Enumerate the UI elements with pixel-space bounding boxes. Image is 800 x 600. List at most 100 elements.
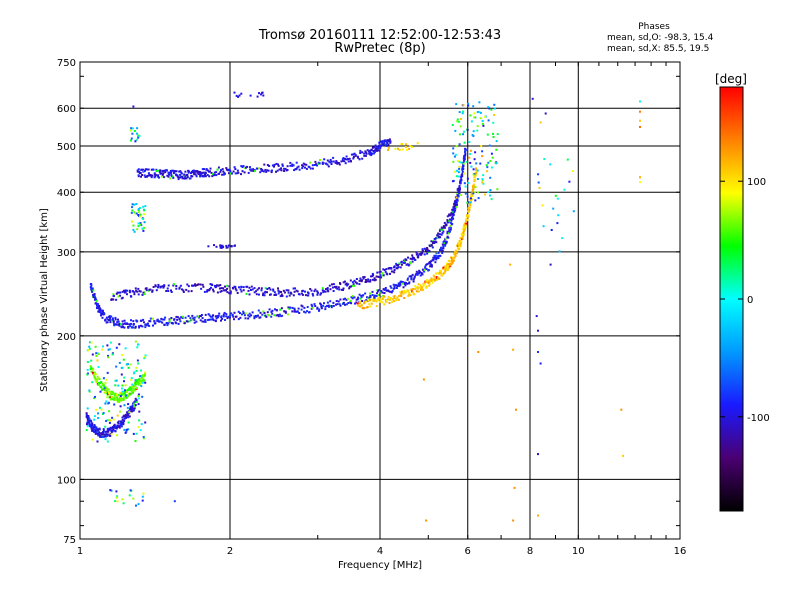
echo-point (104, 438, 107, 441)
echo-point (222, 170, 225, 173)
echo-point (132, 391, 134, 394)
echo-point (137, 134, 140, 137)
echo-point (495, 148, 498, 151)
echo-point (462, 231, 465, 234)
echo-point (168, 173, 170, 176)
echo-point (639, 110, 641, 113)
echo-point (98, 428, 101, 431)
echo-point (126, 323, 129, 325)
echo-point (226, 291, 229, 294)
echo-point (203, 320, 206, 323)
echo-point (462, 162, 465, 165)
echo-point (118, 426, 121, 429)
echo-point (400, 260, 403, 263)
echo-point (271, 169, 273, 172)
echo-point (396, 267, 399, 270)
echo-point (473, 185, 476, 188)
echo-point (166, 287, 169, 290)
echo-point (455, 196, 458, 199)
echo-point (380, 299, 383, 302)
echo-point (131, 404, 134, 407)
echo-point (413, 275, 416, 278)
echo-point (139, 381, 142, 384)
echo-point (128, 494, 131, 497)
echo-point (93, 424, 96, 427)
echo-point (462, 104, 465, 107)
echo-point (242, 312, 245, 315)
echo-point (132, 432, 135, 435)
echo-point (103, 385, 106, 388)
echo-point (138, 211, 141, 214)
echo-point (304, 294, 307, 297)
echo-point (372, 278, 374, 281)
echo-point (496, 133, 499, 136)
echo-point (182, 291, 185, 293)
echo-point (255, 293, 258, 296)
echo-point (344, 283, 347, 286)
echo-point (395, 299, 398, 302)
echo-point (460, 241, 463, 244)
echo-point (152, 286, 155, 288)
echo-point (100, 408, 103, 411)
echo-point (175, 287, 178, 290)
echo-point (282, 289, 285, 292)
echo-point (556, 222, 559, 225)
echo-point (425, 268, 428, 270)
echo-point (137, 208, 140, 210)
echo-point (91, 381, 94, 384)
echo-point (512, 348, 515, 351)
echo-point (106, 433, 109, 436)
echo-point (441, 252, 444, 254)
echo-point (303, 310, 306, 313)
echo-point (434, 256, 436, 259)
echo-point (133, 403, 136, 406)
echo-point (478, 101, 481, 104)
echo-point (412, 280, 415, 283)
echo-point (193, 318, 196, 321)
echo-point (93, 295, 96, 298)
echo-point (208, 314, 211, 317)
echo-point (267, 169, 270, 172)
echo-point (130, 392, 133, 395)
echo-point (432, 274, 435, 277)
echo-point (117, 295, 120, 298)
echo-point (277, 315, 280, 318)
echo-point (397, 264, 399, 266)
echo-point (486, 166, 489, 169)
echo-point (377, 299, 380, 302)
echo-point (248, 293, 251, 296)
echo-point (203, 290, 206, 293)
echo-point (341, 158, 344, 161)
echo-point (457, 187, 460, 190)
echo-point (122, 392, 124, 395)
echo-point (124, 389, 126, 392)
echo-point (345, 155, 348, 158)
echo-point (513, 486, 516, 489)
echo-point (411, 258, 414, 260)
echo-point (249, 168, 252, 171)
echo-point (166, 324, 169, 327)
echo-point (154, 173, 157, 176)
echo-point (163, 323, 166, 326)
echo-point (129, 393, 132, 396)
echo-point (118, 361, 121, 364)
echo-point (145, 287, 148, 290)
echo-point (173, 500, 176, 503)
echo-point (216, 168, 219, 171)
echo-point (117, 384, 120, 387)
echo-point (427, 269, 430, 271)
echo-point (131, 410, 133, 413)
echo-point (401, 290, 404, 293)
echo-point (376, 290, 379, 293)
echo-point (442, 245, 445, 248)
echo-point (426, 263, 429, 266)
echo-point (162, 172, 165, 175)
echo-point (307, 292, 310, 295)
echo-point (307, 165, 310, 168)
echo-point (244, 317, 247, 320)
echo-point (304, 166, 306, 169)
echo-point (461, 235, 464, 238)
echo-point (445, 265, 448, 268)
echo-point (250, 285, 253, 288)
echo-point (224, 319, 226, 321)
